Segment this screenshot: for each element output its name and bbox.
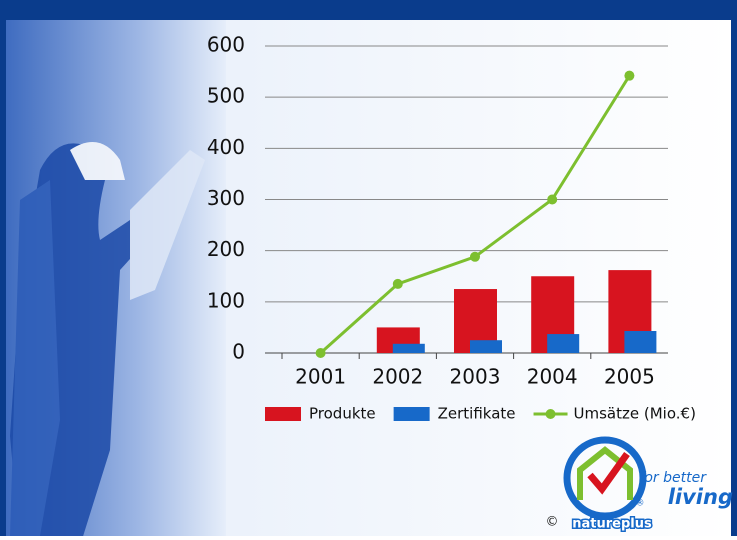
x-tick-label: 2001 <box>295 365 346 389</box>
logo-check <box>587 451 630 495</box>
bar <box>547 334 580 353</box>
x-tick-label: 2004 <box>527 365 578 389</box>
legend-label: Zertifikate <box>438 405 516 423</box>
legend-label: Umsätze (Mio.€) <box>574 405 696 423</box>
y-tick-label: 0 <box>232 340 245 364</box>
line-point <box>470 251 480 262</box>
logo-tagline: living <box>668 485 733 509</box>
line-point <box>547 194 558 205</box>
legend-swatch <box>265 407 301 421</box>
y-tick-label: 600 <box>207 33 245 57</box>
bar <box>470 340 502 353</box>
line-point <box>392 278 403 289</box>
y-tick-label: 100 <box>207 288 245 312</box>
x-tick-label: 2002 <box>372 365 423 389</box>
logo: for better living natureplus © ® <box>546 436 733 533</box>
legend-label: Produkte <box>309 405 376 423</box>
logo-tagline: for better <box>639 470 707 486</box>
registered: ® <box>636 499 645 509</box>
y-tick-label: 400 <box>207 135 245 159</box>
copyright: © <box>546 515 559 530</box>
bar <box>392 343 425 353</box>
line-point <box>315 348 326 358</box>
legend-swatch <box>393 407 430 421</box>
photo-figures <box>10 142 205 540</box>
y-tick-label: 300 <box>207 186 245 210</box>
logo-brand: natureplus <box>572 517 652 532</box>
x-tick-label: 2005 <box>604 365 655 389</box>
y-tick-label: 500 <box>207 84 245 108</box>
logo-ring <box>563 436 647 520</box>
x-tick-label: 2003 <box>450 365 501 389</box>
legend-swatch <box>545 409 556 419</box>
y-tick-label: 200 <box>207 237 245 261</box>
bar <box>624 330 657 353</box>
logo-house <box>577 446 633 500</box>
line-point <box>624 70 635 81</box>
